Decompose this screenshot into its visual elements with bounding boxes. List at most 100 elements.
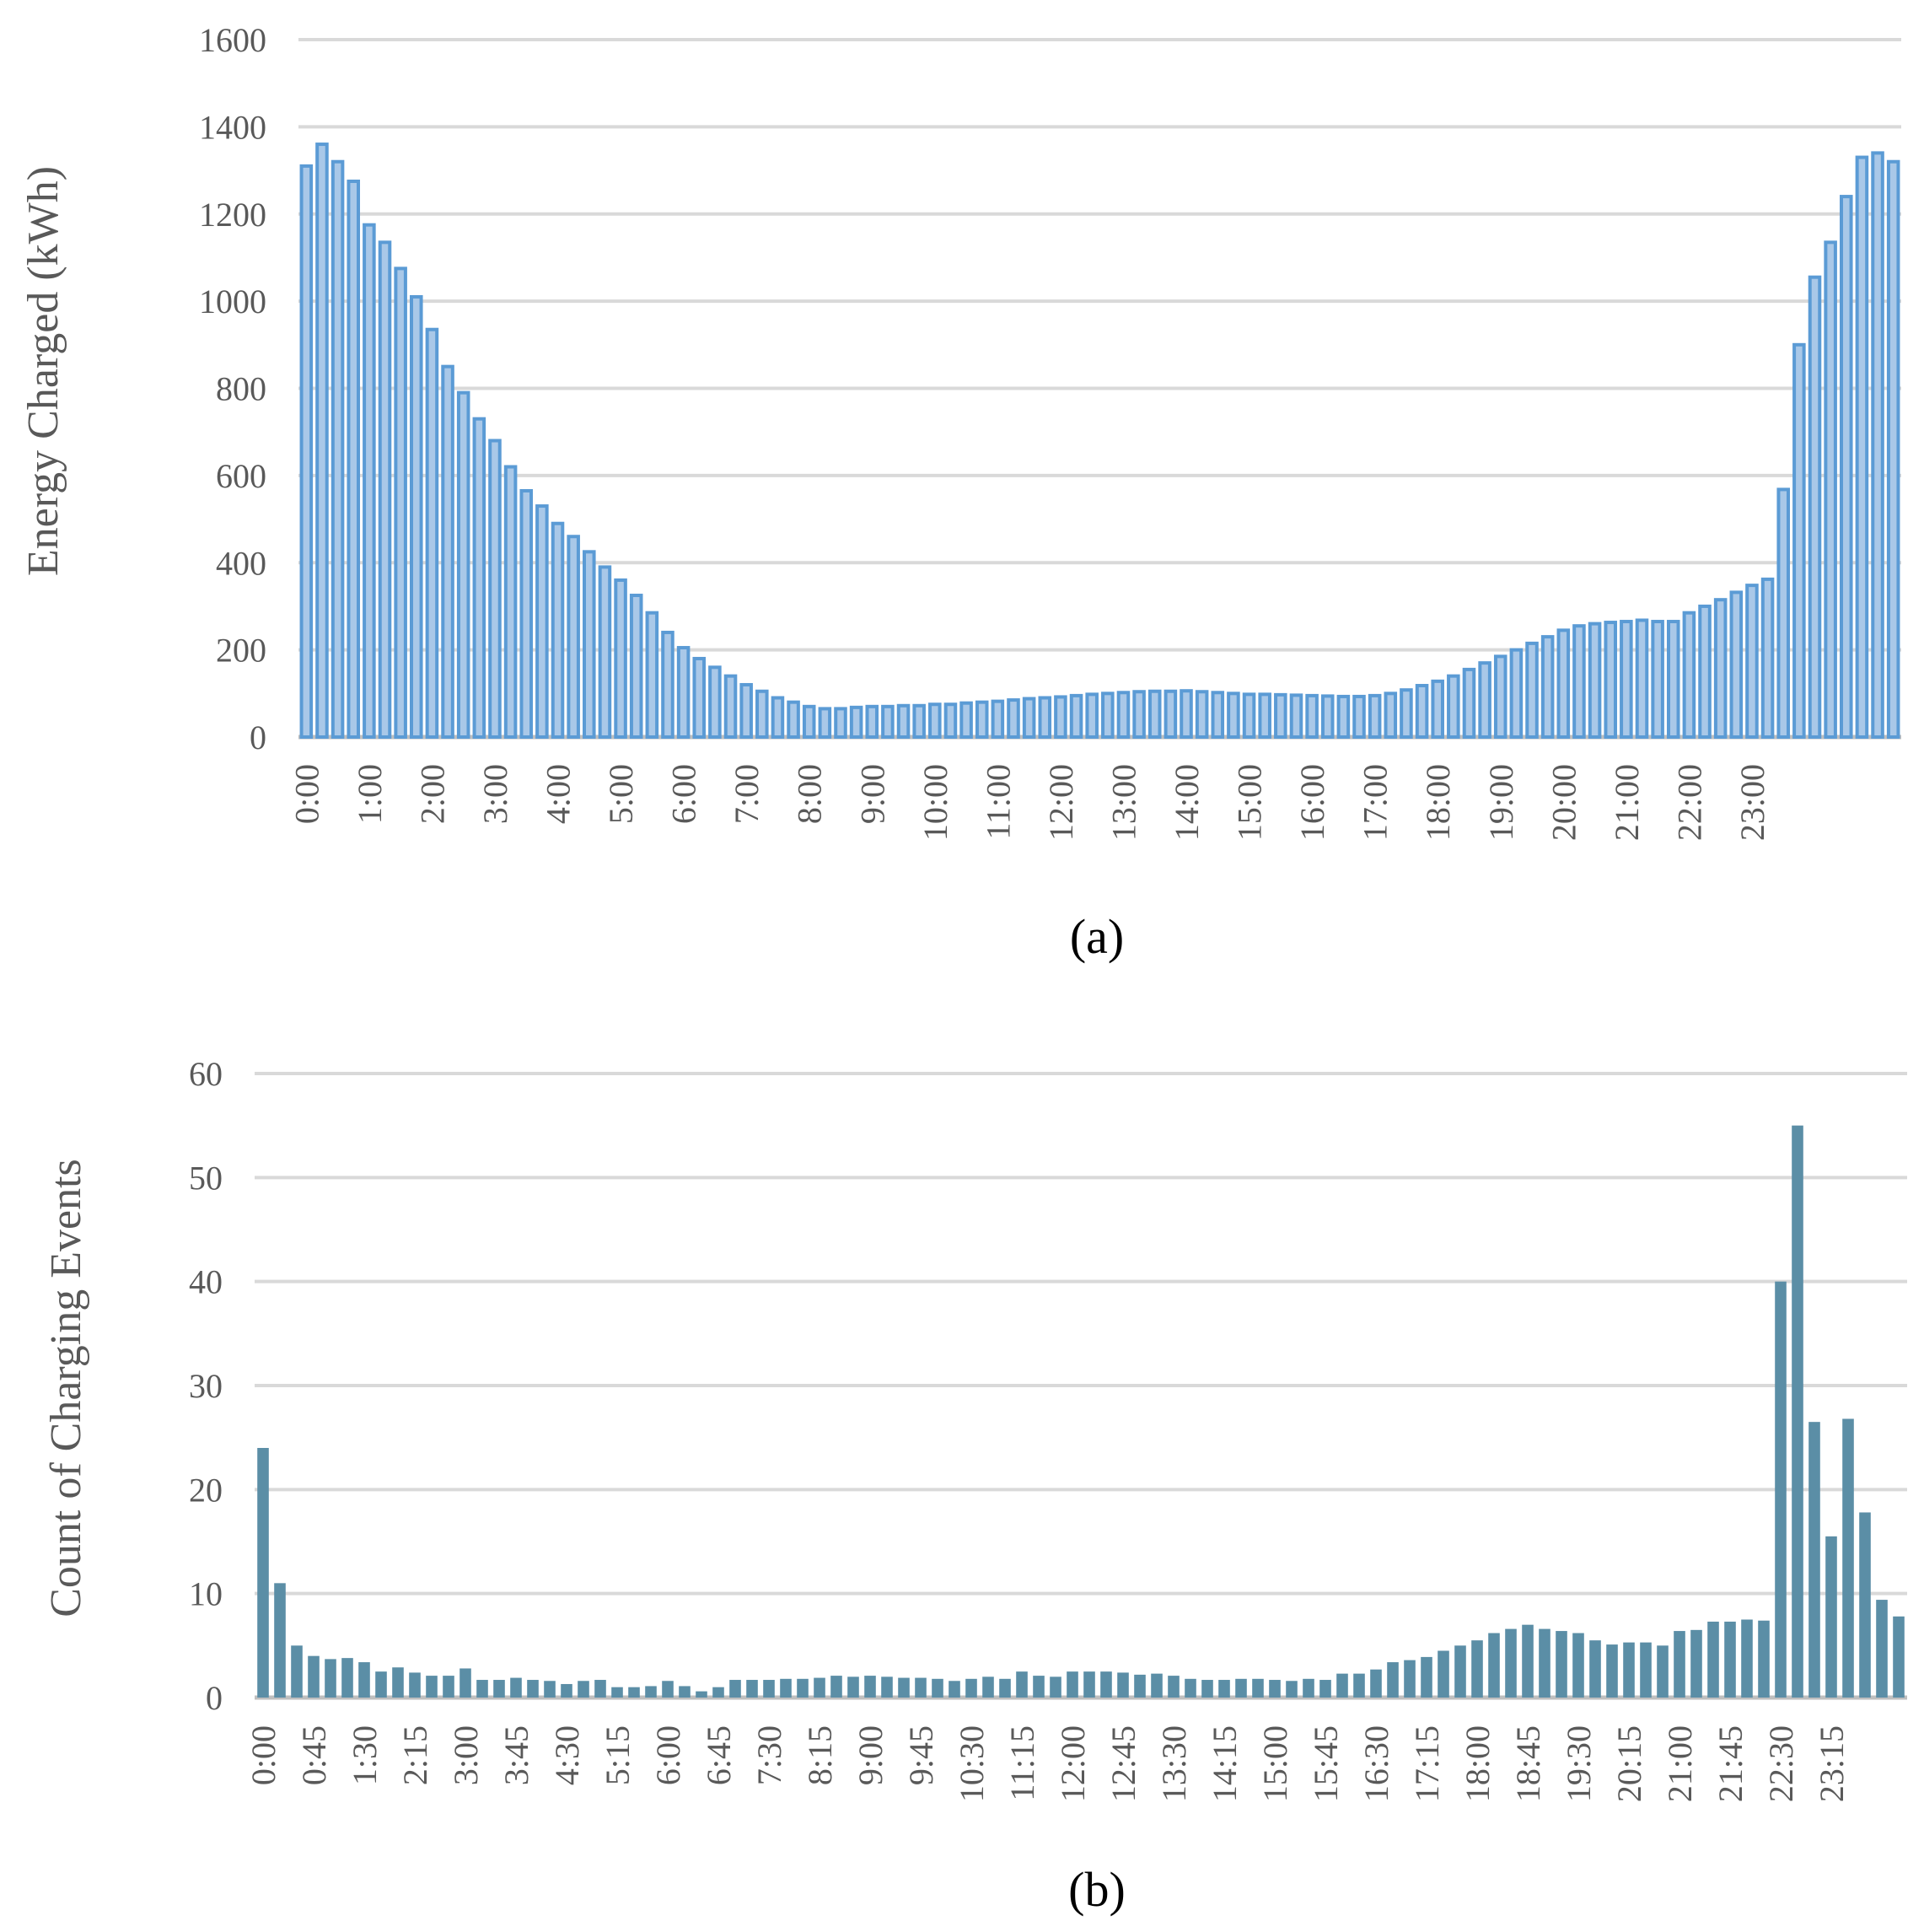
bar [1454, 1645, 1466, 1698]
bar [818, 707, 832, 740]
bar [999, 1678, 1011, 1698]
x-tick-label: 0:45 [295, 1725, 333, 1785]
bar [1289, 693, 1303, 740]
x-tick-label: 19:00 [1482, 764, 1520, 841]
bar [527, 1680, 539, 1698]
x-tick-label: 6:00 [649, 1725, 687, 1785]
bar [519, 488, 534, 739]
y-tick-label: 50 [189, 1159, 223, 1197]
x-tick-label: 13:00 [1104, 764, 1142, 841]
x-tick-label: 6:00 [665, 764, 703, 824]
bar [363, 223, 376, 739]
y-tick-labels-b: 0 10 20 30 40 50 60 [189, 1055, 223, 1717]
bar [1505, 1628, 1517, 1698]
bar [739, 682, 753, 739]
bar [425, 327, 439, 739]
bar [1447, 674, 1460, 740]
bar [1235, 1678, 1247, 1698]
bar [1054, 695, 1067, 740]
x-tick-label: 5:15 [599, 1725, 637, 1785]
bar [1640, 1642, 1652, 1698]
y-tick-label: 400 [216, 544, 266, 582]
bar [982, 1676, 994, 1698]
bar [1604, 621, 1617, 740]
bar [1713, 598, 1728, 740]
x-tick-label: 20:00 [1545, 764, 1583, 841]
bar [1319, 1680, 1331, 1698]
bar [746, 1680, 758, 1698]
x-tick-label: 1:30 [346, 1725, 384, 1785]
bar [912, 703, 926, 739]
bar [1493, 654, 1507, 739]
bar [1258, 692, 1271, 740]
bar [503, 465, 518, 739]
bar [787, 700, 800, 740]
bar [1606, 1644, 1618, 1698]
bar [1522, 1624, 1534, 1698]
bar [1886, 159, 1900, 740]
bar [1825, 1536, 1837, 1698]
x-tick-label: 22:00 [1670, 764, 1708, 841]
y-tick-label: 600 [216, 457, 266, 495]
y-tick-label: 800 [216, 370, 266, 408]
bar [849, 705, 863, 739]
y-tick-label: 20 [189, 1471, 223, 1509]
bar [1808, 1422, 1820, 1698]
bar [476, 1680, 488, 1698]
gridlines-b [255, 1072, 1907, 1700]
y-tick-label: 60 [189, 1055, 223, 1093]
bar [472, 417, 486, 739]
bar [1623, 1642, 1635, 1698]
bar [628, 1687, 640, 1698]
bars-a [299, 143, 1900, 740]
bar [1336, 694, 1351, 739]
panel-caption-a: (a) [1070, 909, 1124, 964]
bar [1384, 692, 1398, 739]
x-tick-label: 16:00 [1293, 764, 1331, 841]
bar [1666, 620, 1680, 740]
y-axis-label-b: Count of Charging Events [42, 1159, 90, 1617]
x-tick-label: 11:00 [979, 764, 1017, 840]
bar [780, 1678, 792, 1698]
chart-a: 0 200 400 600 800 1000 1200 1400 1600 0:00 1:00 2:… [19, 21, 1901, 964]
bar [1269, 1680, 1281, 1698]
bar [611, 1687, 623, 1698]
bar [1657, 1645, 1669, 1698]
bar [692, 656, 707, 740]
x-tick-label: 23:15 [1813, 1725, 1851, 1802]
bar [1462, 667, 1476, 740]
bar [1651, 620, 1664, 740]
bar [729, 1680, 741, 1698]
bar [443, 1676, 454, 1698]
bar [1842, 1418, 1854, 1698]
bar [928, 702, 942, 739]
bar [834, 707, 847, 740]
bar [1400, 688, 1413, 739]
x-tick-label: 3:00 [476, 764, 514, 824]
bar [358, 1662, 370, 1698]
bar [488, 439, 502, 740]
bar [1745, 584, 1759, 739]
bar [594, 1680, 606, 1698]
bar [763, 1680, 775, 1698]
x-tick-label: 9:45 [902, 1725, 940, 1785]
bar [598, 565, 612, 740]
bar [1116, 691, 1131, 739]
bar [865, 704, 879, 739]
bars-b [257, 1125, 1905, 1698]
y-tick-label: 10 [189, 1575, 223, 1613]
bar [409, 1672, 421, 1698]
bar [1274, 692, 1287, 739]
bar [864, 1676, 876, 1698]
bar [1509, 648, 1524, 739]
x-tick-label: 14:15 [1206, 1725, 1244, 1802]
bar [645, 611, 659, 739]
bar [325, 1659, 336, 1698]
x-tick-label: 23:00 [1733, 764, 1771, 841]
x-tick-label: 8:15 [801, 1725, 839, 1785]
bar [1100, 1671, 1112, 1698]
y-tick-label: 1200 [199, 196, 266, 234]
x-tick-label: 20:15 [1610, 1725, 1648, 1802]
bar [1707, 1621, 1719, 1698]
